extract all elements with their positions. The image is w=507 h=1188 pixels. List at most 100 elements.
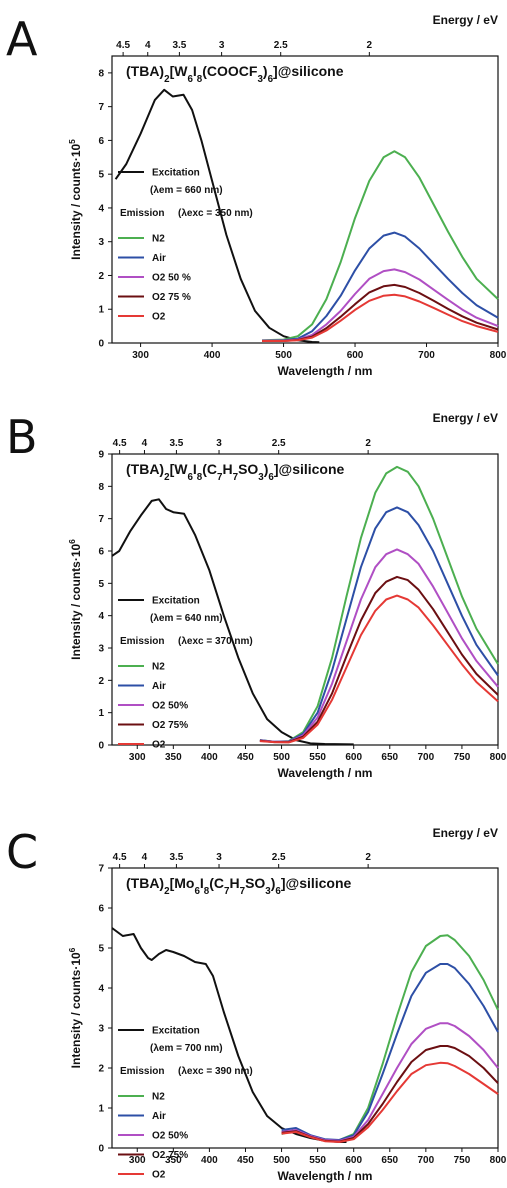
panel-letter: C [6,825,38,879]
energy-axis-title: Energy / eV [433,411,498,425]
series-line-o2-75 [259,575,499,744]
series-line-o2 [259,594,499,744]
legend-emission-label: Emission [120,208,164,219]
legend-emission-condition: (λexc = 390 nm) [178,1066,253,1077]
y-axis-title: Intensity / counts·106 [67,539,83,660]
x-tick-label: 650 [381,1155,398,1166]
legend-entry-label: N2 [152,1092,165,1103]
y-tick-label: 0 [98,741,104,752]
y-tick-label: 1 [98,708,104,719]
legend-emission-label: Emission [120,636,164,647]
energy-tick-label: 3 [216,438,222,449]
y-tick-label: 0 [98,1144,104,1155]
panel-letter: B [6,410,38,464]
legend-entry-label: N2 [152,662,165,673]
legend-entry-label: O2 75% [152,720,188,731]
x-axis-title: Wavelength / nm [278,766,373,780]
legend-excitation-condition: (λem = 660 nm) [150,185,223,196]
legend-excitation-label: Excitation [152,168,200,179]
y-tick-label: 5 [98,170,104,181]
y-tick-label: 0 [98,339,104,350]
x-tick-label: 300 [129,752,146,763]
legend-entry-label: O2 [152,740,166,751]
x-tick-label: 750 [454,1155,471,1166]
x-tick-label: 450 [237,752,254,763]
y-tick-label: 6 [98,136,104,147]
y-tick-label: 2 [98,271,104,282]
x-tick-label: 500 [273,1155,290,1166]
x-axis-title: Wavelength / nm [278,1169,373,1183]
y-tick-label: 6 [98,547,104,558]
y-tick-label: 7 [98,514,104,525]
energy-tick-label: 2.5 [274,40,288,51]
compound-title: (TBA)2[W6I8(COOCF3)6]@silicone [126,63,344,85]
x-tick-label: 700 [418,350,435,361]
legend-entry-label: Air [152,681,166,692]
y-tick-label: 3 [98,644,104,655]
energy-axis-title: Energy / eV [433,826,498,840]
legend-excitation-label: Excitation [152,1026,200,1037]
legend-emission-condition: (λexc = 370 nm) [178,636,253,647]
x-tick-label: 350 [165,1155,182,1166]
y-tick-label: 2 [98,1064,104,1075]
compound-title: (TBA)2[Mo6I8(C7H7SO3)6]@silicone [126,875,352,897]
x-tick-label: 500 [273,752,290,763]
series-line-air [281,963,499,1141]
series-line-o2 [262,293,499,342]
x-tick-label: 500 [275,350,292,361]
x-tick-label: 550 [309,752,326,763]
series-line-excitation [114,88,320,344]
energy-tick-label: 4.5 [113,438,127,449]
legend-entry-label: O2 [152,312,166,323]
y-axis-title: Intensity / counts·105 [67,139,83,260]
plot-frame [111,867,499,1149]
x-tick-label: 300 [129,1155,146,1166]
x-tick-label: 650 [381,752,398,763]
legend-entry-label: O2 [152,1170,166,1181]
legend-entry-label: O2 75% [152,1150,188,1161]
panel-letter: A [6,12,38,66]
series-line-air [259,506,499,743]
legend-entry-label: O2 50% [152,1131,188,1142]
legend-excitation-condition: (λem = 640 nm) [150,613,223,624]
x-tick-label: 600 [345,1155,362,1166]
legend: Excitation (λem = 660 nm) Emission (λexc = … [118,168,253,323]
legend: Excitation (λem = 640 nm) Emission (λexc = … [118,596,253,751]
legend-excitation-label: Excitation [152,596,200,607]
energy-tick-label: 2.5 [272,852,286,863]
series-line-n2 [281,934,499,1141]
y-tick-label: 8 [98,68,104,79]
series-line-air [262,231,499,342]
energy-tick-label: 4 [142,438,148,449]
y-tick-label: 7 [98,102,104,113]
x-tick-label: 300 [132,350,149,361]
x-tick-label: 350 [165,752,182,763]
legend-entry-label: O2 75 % [152,292,191,303]
legend-entry-label: N2 [152,234,165,245]
series-line-excitation [111,927,347,1143]
y-tick-label: 7 [98,864,104,875]
y-tick-label: 4 [98,984,104,995]
y-tick-label: 6 [98,904,104,915]
x-tick-label: 400 [204,350,221,361]
series-line-o2 [281,1061,499,1143]
y-tick-label: 3 [98,1024,104,1035]
series-line-o2-50 [259,548,499,743]
series-line-o2-75 [281,1045,499,1143]
legend-emission-condition: (λexc = 350 nm) [178,208,253,219]
chart-panel-a: A Energy / eV 300 400 500 600 700 800 0 1 2 3 4 5 6 7 8 4… [6,12,507,378]
legend-entry-label: O2 50% [152,701,188,712]
y-tick-label: 3 [98,237,104,248]
energy-tick-label: 2 [367,40,373,51]
energy-tick-label: 2.5 [272,438,286,449]
energy-tick-label: 4.5 [113,852,127,863]
energy-tick-label: 2 [365,852,371,863]
energy-tick-label: 4 [145,40,151,51]
energy-tick-label: 3 [216,852,222,863]
x-tick-label: 800 [490,350,507,361]
y-tick-label: 8 [98,482,104,493]
plot-frame [111,55,499,344]
